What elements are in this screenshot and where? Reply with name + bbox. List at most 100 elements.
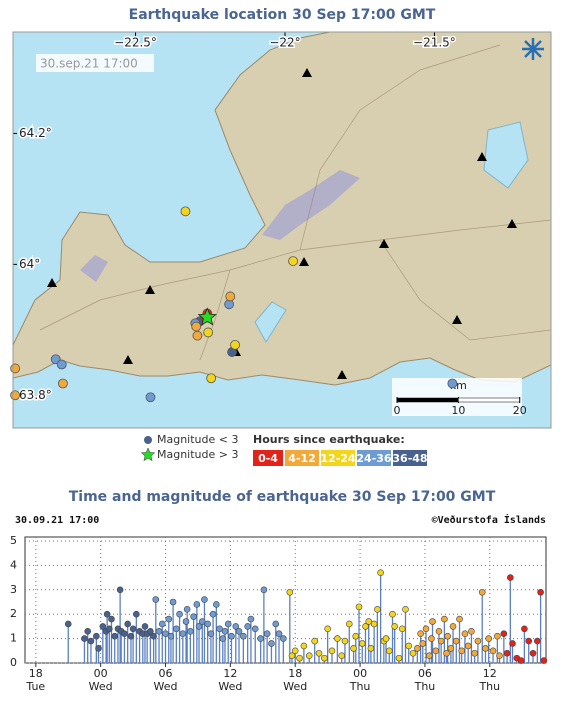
x-tick-day: Thu <box>349 680 371 693</box>
stem-head <box>268 640 275 647</box>
x-tick-day: Thu <box>414 680 436 693</box>
x-tick-label: 18 <box>29 667 43 680</box>
stem-head <box>398 625 406 633</box>
station <box>123 355 133 364</box>
stem-head <box>429 618 436 625</box>
stem-head <box>474 637 482 645</box>
x-tick-day: Wed <box>218 680 242 693</box>
earthquake <box>58 378 68 389</box>
station <box>299 257 309 266</box>
legend-swatch <box>253 450 283 466</box>
earthquake <box>206 373 217 384</box>
stem-head <box>443 649 450 657</box>
stem-head <box>534 637 541 645</box>
earthquake <box>447 378 458 389</box>
x-tick-day: Wed <box>154 680 178 693</box>
map-title: Earthquake location 30 Sep 17:00 GMT <box>129 7 436 23</box>
x-tick-label: 06 <box>159 667 173 680</box>
stem-head <box>324 625 331 633</box>
road <box>299 44 501 251</box>
y-tick-label: 5 <box>10 534 17 547</box>
stem-head <box>216 625 223 633</box>
stem-head <box>116 586 124 594</box>
stem-head <box>257 635 264 642</box>
stem-head <box>537 588 544 596</box>
stem-head <box>95 645 102 652</box>
y-tick-label: 64.2° <box>19 126 52 140</box>
stem-head <box>247 615 255 623</box>
stem-head <box>435 627 443 635</box>
stem-head <box>525 637 533 645</box>
stem-head <box>521 625 528 633</box>
stem-head <box>509 640 516 647</box>
timestamp-box <box>36 54 154 72</box>
stem-head <box>391 623 398 630</box>
stem-head <box>405 642 413 650</box>
road <box>39 219 551 331</box>
stem-head <box>300 642 308 650</box>
stem-head <box>489 647 497 655</box>
stem-head <box>158 620 166 628</box>
y-tick-label: 4 <box>10 558 17 571</box>
legend: Magnitude < 3 Magnitude > 3 Hours since … <box>140 433 428 466</box>
stem-head <box>204 620 211 628</box>
roads <box>39 44 551 361</box>
x-tick-label: 12 <box>223 667 237 680</box>
logo <box>522 38 544 60</box>
legend-swatch <box>393 450 427 466</box>
map-frame <box>12 31 552 429</box>
stem-head <box>207 630 215 638</box>
stem-head <box>409 649 417 657</box>
stem-head <box>370 620 378 628</box>
stem-head <box>165 615 173 623</box>
x-tick-day: Thu <box>478 680 500 693</box>
x-tick-day: Wed <box>89 680 113 693</box>
earthquake <box>230 339 240 350</box>
x-tick-day: Wed <box>283 680 307 693</box>
stem-head <box>482 645 489 652</box>
stem-head <box>103 610 111 618</box>
stem-head <box>84 627 91 635</box>
stem-head <box>106 625 113 633</box>
stem-head <box>334 635 341 642</box>
legend-label: Magnitude < 3 <box>157 433 239 446</box>
stem-head <box>152 596 160 603</box>
map: 30.sep.21 17:00 <box>13 32 551 428</box>
stem-head <box>414 645 421 652</box>
stem-head <box>468 627 475 635</box>
stem-head <box>147 627 154 635</box>
y-tick-label: 2 <box>10 607 17 620</box>
stem-head <box>187 627 194 635</box>
stem-head <box>389 610 396 618</box>
stem-head <box>183 606 191 613</box>
stem-head <box>232 623 240 630</box>
stem-head <box>315 649 323 657</box>
stem-head <box>127 632 135 640</box>
x-tick-label: −22° <box>269 36 300 50</box>
stem-head <box>167 632 175 640</box>
stem-head <box>190 613 197 620</box>
y-tick-label: 3 <box>10 583 17 596</box>
earthquake <box>192 330 203 341</box>
lake <box>254 301 287 343</box>
stem-head <box>350 645 357 652</box>
stem-head <box>447 645 455 652</box>
stem-head <box>286 588 294 596</box>
stem-head <box>263 630 271 638</box>
earthquake <box>191 321 202 332</box>
stem-head <box>244 623 251 630</box>
road <box>379 239 551 341</box>
stem-head <box>173 625 180 633</box>
chart-credit: ©Veðurstofa Íslands <box>432 513 546 526</box>
stem-head <box>182 618 190 625</box>
stem-head <box>464 642 472 650</box>
stem-head <box>458 647 465 655</box>
legend-label: 24-36 <box>356 452 392 465</box>
chart-title: Time and magnitude of earthquake 30 Sep … <box>69 489 496 505</box>
stem-head <box>121 630 128 638</box>
stem-head <box>108 615 115 623</box>
stem-head <box>179 630 187 638</box>
stem-head <box>87 637 95 645</box>
legend-label: 4-12 <box>288 452 316 465</box>
